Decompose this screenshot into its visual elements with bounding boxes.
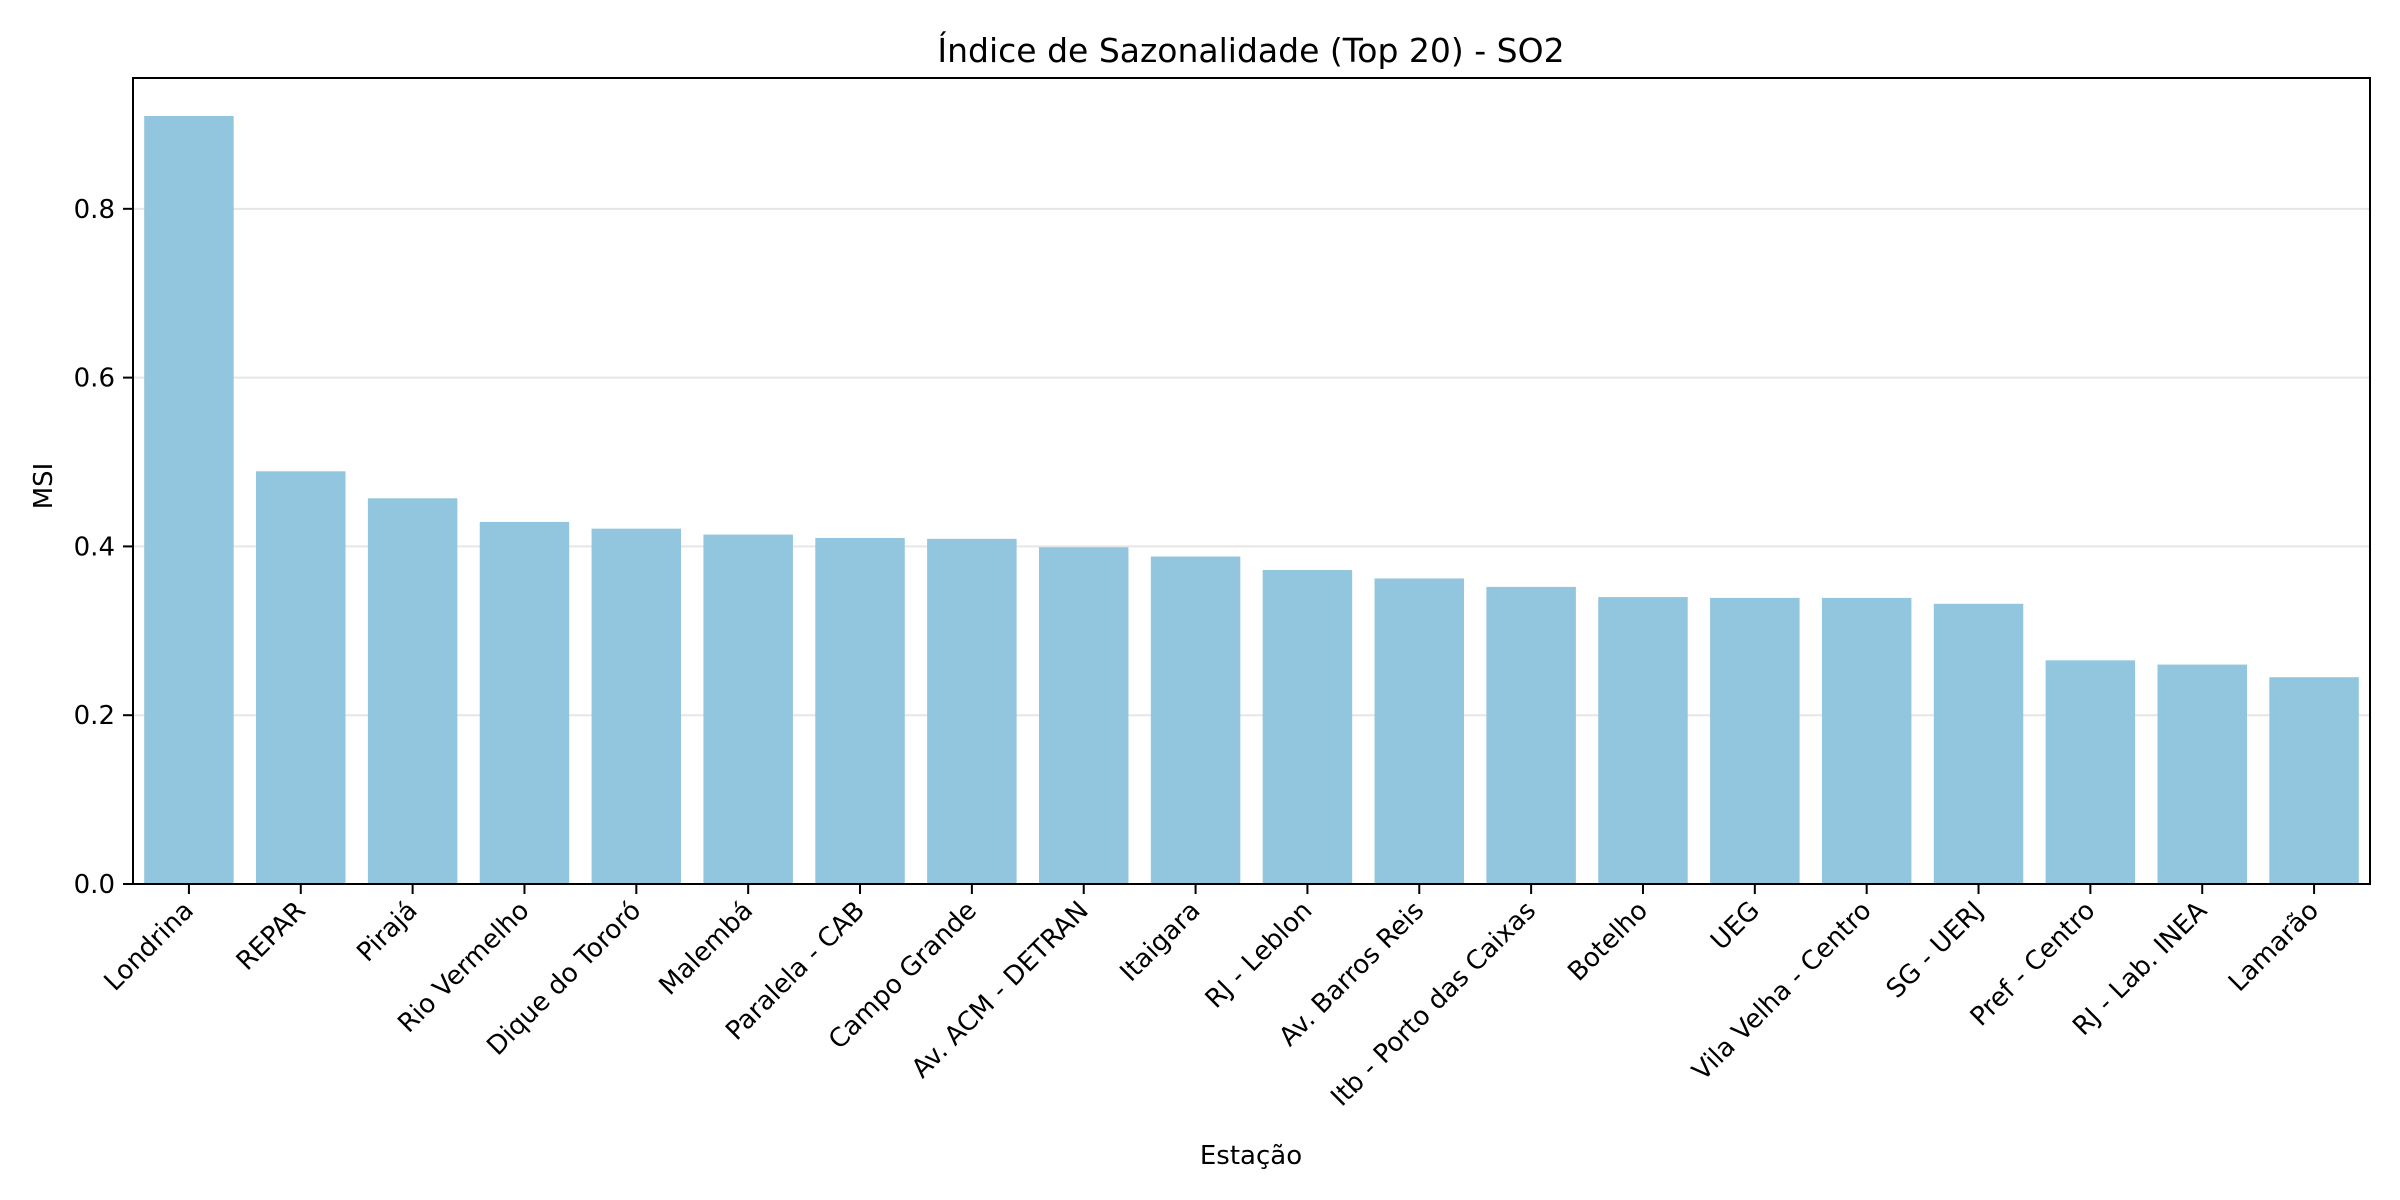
bar [1933,603,2024,884]
chart-title: Índice de Sazonalidade (Top 20) - SO2 [937,30,1564,70]
bar [256,471,346,884]
x-tick-label: UEG [1705,896,1766,957]
bar [1821,597,1912,884]
y-axis-title: MSI [29,463,59,510]
x-tick-label: Pirajá [351,896,423,968]
bar [815,537,905,884]
bar [479,521,570,884]
x-tick-label: Malembá [654,896,760,1002]
y-tick-label: 0.8 [74,195,115,225]
x-axis-title: Estação [1200,1141,1302,1171]
y-tick-label: 0.4 [74,532,115,562]
plot-frame [132,77,2371,885]
x-tick-label: Lamarão [2223,896,2325,998]
bar [1598,597,1688,884]
bar [927,538,1017,884]
bar [2157,664,2247,884]
x-tick-label: REPAR [231,896,312,977]
y-axis: 0.0 0.2 0.4 0.6 0.8 [74,195,133,900]
bar [1486,586,1576,884]
x-tick-label: Itb - Porto das Caixas [1325,896,1542,1113]
bar [144,115,234,884]
bar [2269,677,2359,884]
bar [1150,556,1241,884]
bars [144,115,2359,884]
x-tick-label: Londrina [99,896,200,997]
bar [2045,660,2136,884]
x-tick-label: Itaigara [1115,896,1207,988]
y-tick-label: 0.0 [74,870,115,900]
y-tick-label: 0.6 [74,364,115,394]
grid-lines [133,207,2370,885]
x-tick-label: SG - UERJ [1881,896,1990,1005]
bar [367,498,458,884]
bar [1710,597,1800,884]
bar [1374,578,1465,884]
bar [703,534,793,884]
x-tick-label: RJ - Leblon [1200,896,1319,1015]
x-tick-label: Botelho [1562,896,1654,988]
bar [591,528,682,884]
bar [1262,570,1353,884]
bar [1038,547,1129,884]
y-tick-label: 0.2 [74,701,115,731]
